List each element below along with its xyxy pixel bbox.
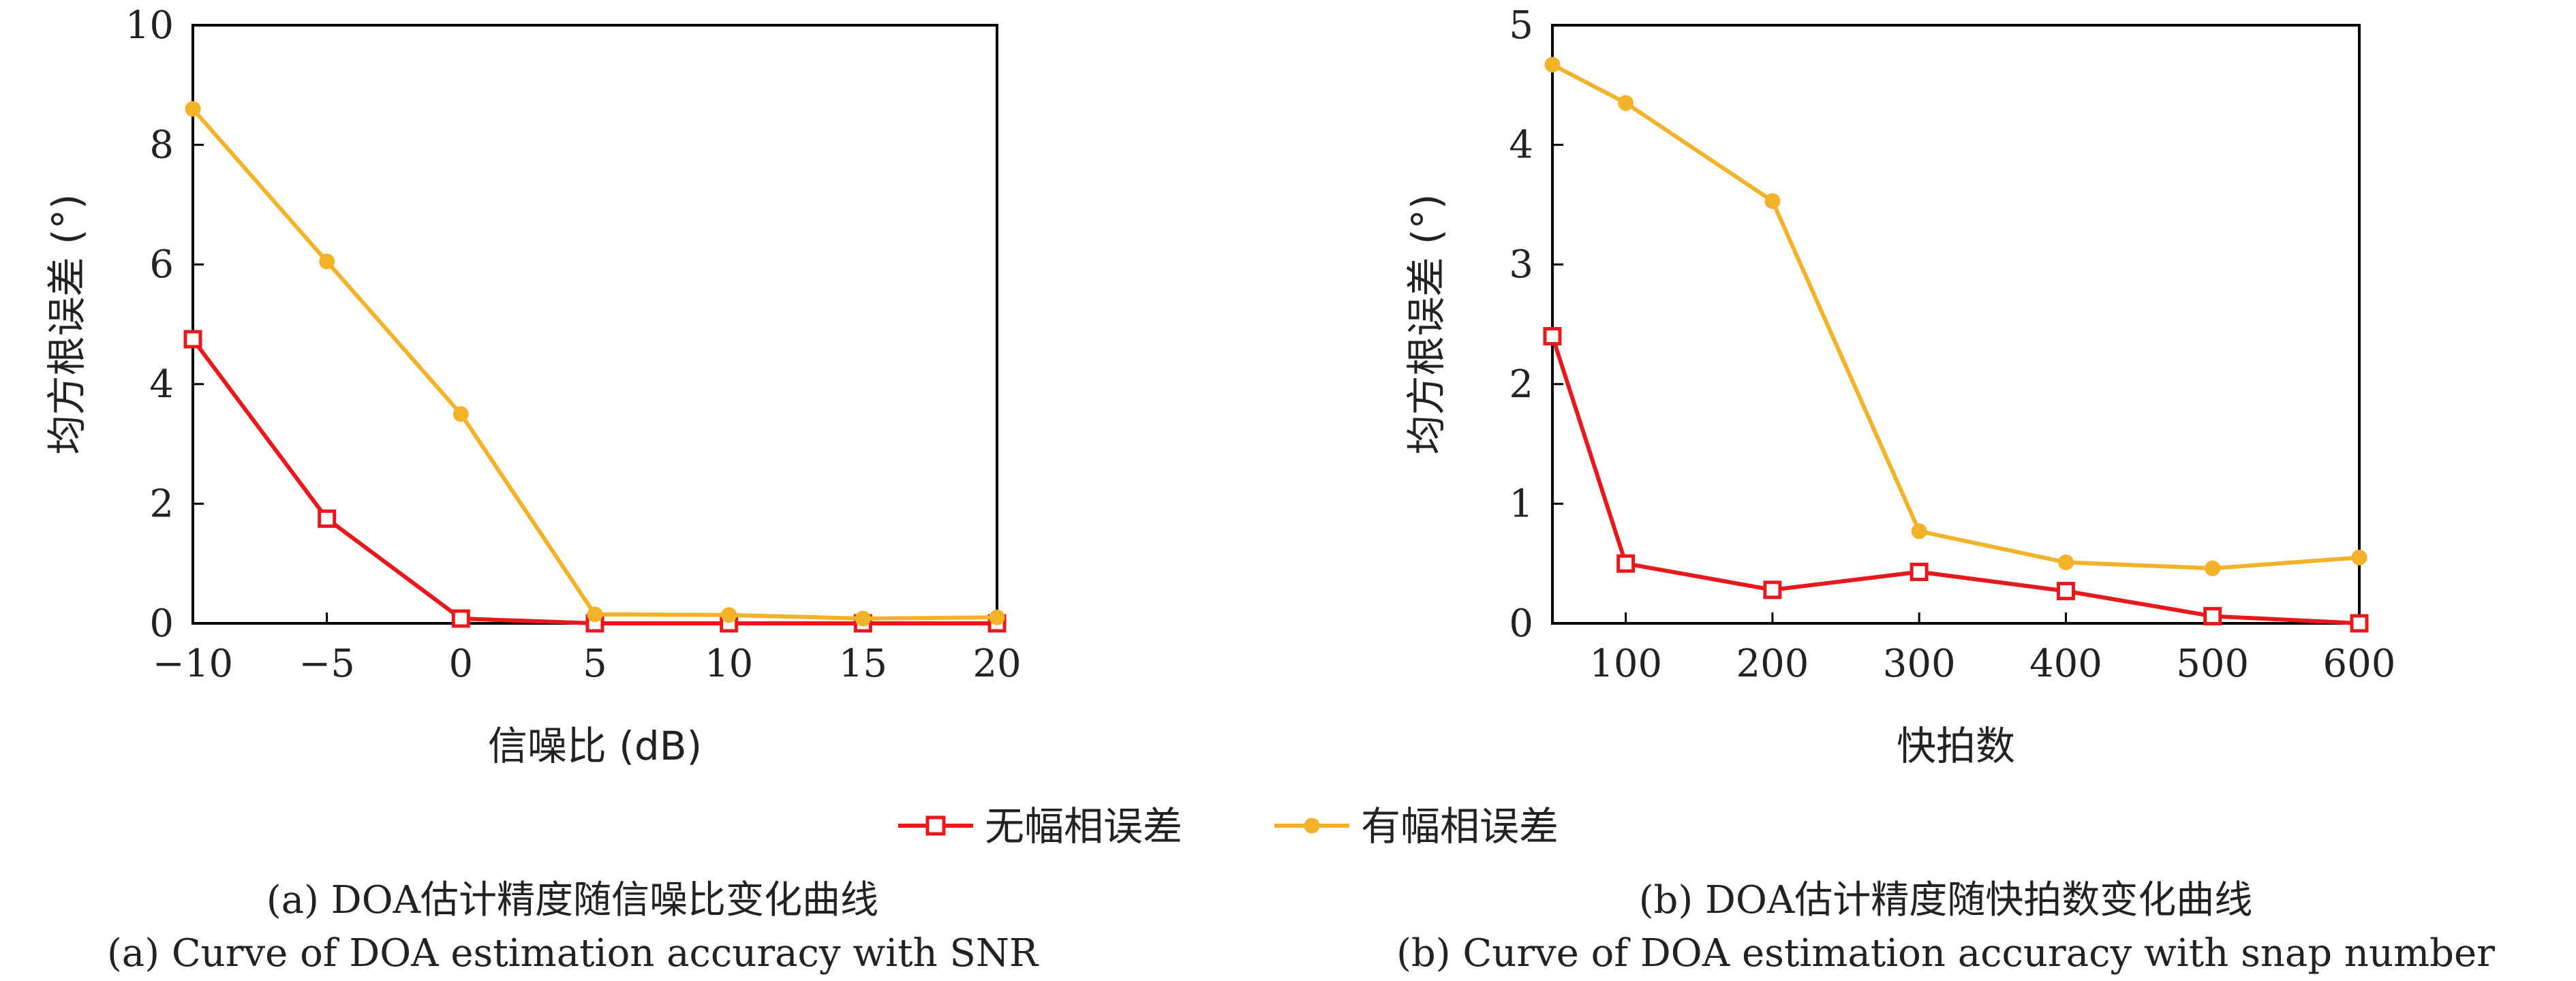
- series-line-with-error: [1551, 63, 2360, 571]
- x-tick-label: 600: [2323, 642, 2396, 686]
- data-point-no-error: [451, 609, 470, 628]
- caption-a-en: (a) Curve of DOA estimation accuracy wit…: [107, 931, 1039, 976]
- x-tick-label: −5: [298, 642, 355, 686]
- y-axis-label: 均方根误差 (°): [44, 194, 90, 455]
- data-point-no-error: [2056, 582, 2075, 601]
- y-axis-label: 均方根误差 (°): [1403, 194, 1450, 455]
- data-point-with-error: [1911, 523, 1927, 540]
- x-tick-label: 200: [1736, 642, 1809, 686]
- caption-b-cn: (b) DOA估计精度随快拍数变化曲线: [1639, 878, 2253, 922]
- legend-marker-with-error: [1304, 818, 1320, 834]
- plot-frame-a: [191, 24, 998, 625]
- x-axis-label: 快拍数: [1897, 723, 2015, 769]
- data-point-with-error: [1764, 193, 1781, 209]
- data-point-no-error: [1543, 327, 1562, 346]
- data-point-no-error: [318, 509, 337, 528]
- chart-snapshots: 0 1 2 3 4 5 100 200 300 400 500 600 快拍数 均方根误差 (°): [1403, 3, 2395, 769]
- x-tick-label: 15: [839, 642, 887, 686]
- data-point-with-error: [1544, 57, 1561, 73]
- data-point-no-error: [1763, 580, 1782, 600]
- data-point-no-error: [2203, 606, 2222, 625]
- y-tick-label: 0: [149, 602, 174, 646]
- x-tick-label: 400: [2029, 642, 2102, 686]
- data-point-no-error: [1616, 554, 1636, 573]
- data-point-with-error: [2057, 554, 2074, 570]
- series-line-no-error: [191, 338, 997, 625]
- data-point-with-error: [587, 606, 603, 623]
- data-point-no-error: [1910, 562, 1929, 581]
- y-tick-label: 5: [1509, 3, 1533, 48]
- x-tick-label: 0: [449, 642, 474, 686]
- data-point-with-error: [721, 607, 737, 623]
- data-point-with-error: [855, 610, 871, 627]
- x-tick-label: 100: [1589, 642, 1662, 686]
- legend-label-with-error: 有幅相误差: [1361, 803, 1559, 850]
- legend-marker-no-error: [925, 815, 946, 836]
- y-tick-label: 2: [149, 482, 174, 526]
- x-tick-label: 20: [972, 642, 1021, 686]
- y-tick-label: 0: [1509, 602, 1533, 646]
- x-tick-label: 300: [1883, 642, 1956, 686]
- y-tick-label: 2: [1509, 362, 1533, 407]
- y-tick-label: 8: [149, 123, 174, 168]
- y-tick-label: 4: [1509, 123, 1533, 168]
- data-point-with-error: [453, 406, 469, 422]
- legend-label-no-error: 无幅相误差: [985, 803, 1182, 850]
- data-point-with-error: [319, 253, 335, 270]
- data-point-with-error: [185, 101, 201, 117]
- data-point-with-error: [989, 609, 1005, 625]
- data-point-with-error: [2205, 560, 2221, 576]
- legend: 无幅相误差 有幅相误差: [898, 803, 1559, 850]
- y-tick-label: 3: [1509, 243, 1533, 287]
- x-tick-label: 5: [583, 642, 607, 686]
- data-point-no-error: [183, 330, 202, 349]
- y-tick-label: 4: [149, 362, 174, 407]
- y-tick-label: 1: [1509, 482, 1533, 526]
- data-point-with-error: [1618, 95, 1634, 111]
- data-point-with-error: [2351, 549, 2367, 565]
- x-axis-label: 信噪比 (dB): [488, 723, 702, 769]
- caption-a-cn: (a) DOA估计精度随信噪比变化曲线: [266, 878, 878, 922]
- y-tick-label: 10: [125, 3, 174, 48]
- series-line-with-error: [191, 107, 998, 621]
- data-point-no-error: [2350, 614, 2369, 633]
- caption-b-en: (b) Curve of DOA estimation accuracy wit…: [1396, 931, 2495, 976]
- x-tick-label: −10: [153, 642, 233, 686]
- x-tick-label: 10: [705, 642, 753, 686]
- plot-frame-b: [1551, 24, 2361, 625]
- y-tick-label: 6: [149, 243, 174, 287]
- chart-snr: 0 2 4 6 8 10 −10 −5 0 5 10 15 20 信噪比 (dB) 均方根误差 (°): [44, 3, 1022, 769]
- series-line-no-error: [1550, 335, 2360, 625]
- x-tick-label: 500: [2176, 642, 2249, 686]
